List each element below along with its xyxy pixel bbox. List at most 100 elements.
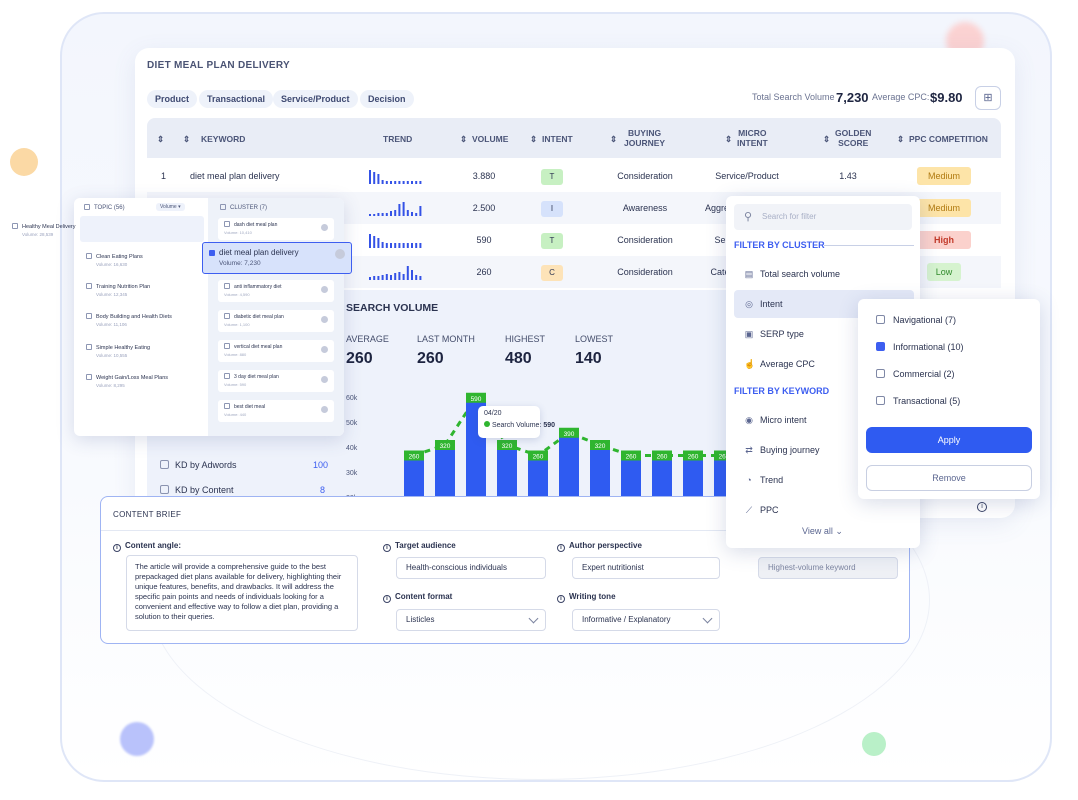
sort-icon[interactable]: ⇕ — [530, 134, 538, 144]
chart-bar[interactable] — [435, 442, 455, 500]
table-row[interactable]: 1 diet meal plan delivery 3.880 T Consid… — [147, 160, 1001, 192]
grid-view-button[interactable]: ⊞ — [975, 86, 1001, 110]
sort-icon[interactable]: ⇕ — [725, 134, 733, 144]
sparkline-bar — [419, 243, 422, 248]
tag-service-product[interactable]: Service/Product — [273, 90, 358, 108]
intent-option-informational[interactable]: Informational (10) — [876, 342, 964, 352]
checkbox[interactable] — [160, 460, 169, 469]
chart-bar[interactable] — [652, 452, 672, 501]
chart-bar[interactable] — [590, 442, 610, 500]
col-keyword[interactable]: KEYWORD — [201, 134, 246, 144]
view-all-link[interactable]: View all ⌄ — [802, 526, 843, 536]
col-golden-score[interactable]: GOLDEN SCORE — [835, 128, 872, 148]
table-row[interactable]: 590 T Consideration Se High — [147, 224, 1001, 256]
cluster-item[interactable]: 3 day diet meal plan Volume: 590 — [218, 370, 334, 392]
keyword-cell: diet meal plan delivery — [190, 171, 280, 181]
topic-item[interactable]: Body Building and Health Diets Volume: 11… — [86, 313, 196, 327]
tone-select[interactable]: Informative / Explanatory — [572, 609, 720, 631]
cluster-item[interactable]: dash diet meal plan Volume: 10,410 — [218, 218, 334, 240]
tag-decision[interactable]: Decision — [360, 90, 414, 108]
sort-icon[interactable]: ⇕ — [183, 134, 191, 144]
format-label: i Content format — [383, 592, 452, 603]
checkbox[interactable] — [876, 396, 885, 405]
sort-icon[interactable]: ⇕ — [823, 134, 831, 144]
filter-search-input[interactable]: ⚲ Search for filter — [734, 204, 912, 230]
chart-bar[interactable] — [497, 442, 517, 500]
kd-adwords-row[interactable]: KD by Adwords — [160, 460, 237, 470]
topic-item[interactable]: Training Nutrition Plan Volume: 12,345 — [86, 283, 196, 297]
cluster-item[interactable]: best diet meal Volume: 440 — [218, 400, 334, 422]
intent-option-commercial[interactable]: Commercial (2) — [876, 369, 955, 379]
total-search-volume-label: Total Search Volume — [752, 92, 835, 102]
sparkline-bar — [381, 180, 384, 184]
info-icon[interactable] — [321, 286, 328, 293]
filter-item-buying-journey[interactable]: ⇄ Buying journey — [734, 436, 914, 464]
cluster-item[interactable]: anti inflammatory diet Volume: 4,590 — [218, 280, 334, 302]
col-trend[interactable]: TREND — [383, 134, 413, 144]
filter-item-trend[interactable]: ◔ Trend — [734, 466, 914, 494]
chart-bar[interactable] — [559, 429, 579, 500]
info-icon[interactable] — [321, 346, 328, 353]
col-ppc-competition[interactable]: PPC COMPETITION — [909, 134, 988, 144]
extra-field[interactable]: Highest-volume keyword — [758, 557, 898, 579]
col-intent[interactable]: INTENT — [542, 134, 573, 144]
sort-icon[interactable]: ⇕ — [460, 134, 468, 144]
kd-content-row[interactable]: KD by Content — [160, 485, 234, 495]
cluster-item-selected[interactable]: diet meal plan delivery Volume: 7,230 — [202, 242, 352, 274]
filter-item-total-search-volume[interactable]: ▤ Total search volume — [734, 260, 914, 288]
col-micro-intent[interactable]: MICRO INTENT — [737, 128, 768, 148]
intent-option-transactional[interactable]: Transactional (5) — [876, 396, 960, 406]
angle-textarea[interactable]: The article will provide a comprehensive… — [126, 555, 358, 631]
brief-header — [101, 497, 909, 531]
sort-icon[interactable]: ⇕ — [157, 134, 165, 144]
sparkline-bar — [411, 243, 413, 248]
bar-label-bg — [435, 440, 455, 450]
info-icon[interactable] — [321, 316, 328, 323]
cluster-item[interactable]: vertical diet meal plan Volume: 880 — [218, 340, 334, 362]
topic-item[interactable]: Clean Eating Plans Volume: 16,630 — [86, 253, 196, 267]
intent-option-navigational[interactable]: Navigational (7) — [876, 315, 956, 325]
sparkline-bar — [381, 213, 384, 216]
decor-green-dot — [862, 732, 886, 756]
sort-dropdown[interactable]: Volume ▾ — [156, 203, 185, 211]
sparkline-bar — [402, 243, 405, 248]
perspective-field[interactable]: Expert nutritionist — [572, 557, 720, 579]
sparkline-bar — [373, 214, 376, 216]
info-icon[interactable] — [321, 224, 328, 231]
checkbox-checked[interactable] — [876, 342, 885, 351]
format-select[interactable]: Listicles — [396, 609, 546, 631]
filter-item-ppc[interactable]: ⟋ PPC — [734, 496, 914, 524]
chart-bar[interactable] — [621, 452, 641, 501]
audience-field[interactable]: Health-conscious individuals — [396, 557, 546, 579]
info-icon[interactable] — [321, 406, 328, 413]
info-icon[interactable]: i — [977, 502, 987, 512]
topic-item[interactable]: Weight Gain/Loss Meal Plans Volume: 8,295 — [86, 374, 196, 388]
info-icon[interactable] — [321, 376, 328, 383]
col-volume[interactable]: VOLUME — [472, 134, 509, 144]
chart-bar[interactable] — [528, 452, 548, 501]
filter-item-micro-intent[interactable]: ◉ Micro intent — [734, 406, 914, 434]
cluster-item[interactable]: diabetic diet meal plan Volume: 1,100 — [218, 310, 334, 332]
checkbox[interactable] — [160, 485, 169, 494]
topic-item[interactable]: Healthy Meal Delivery Volume: 28,539 — [12, 223, 122, 237]
filter-item-average-cpc[interactable]: ☝ Average CPC — [734, 350, 914, 378]
checkbox[interactable] — [876, 369, 885, 378]
info-icon[interactable] — [335, 249, 345, 259]
journey-cell: Consideration — [617, 171, 673, 181]
sparkline-bar — [385, 181, 388, 184]
bar-value-label: 320 — [595, 443, 606, 450]
tag-product[interactable]: Product — [147, 90, 198, 108]
chart-bar[interactable] — [683, 452, 703, 501]
filter-item-serp-type[interactable]: ▣ SERP type — [734, 320, 914, 348]
remove-button[interactable]: Remove — [866, 465, 1032, 491]
topic-item[interactable]: Simple Healthy Eating Volume: 10,555 — [86, 344, 196, 358]
apply-button[interactable]: Apply — [866, 427, 1032, 453]
sort-icon[interactable]: ⇕ — [610, 134, 618, 144]
info-icon: i — [557, 595, 565, 603]
golden-score-cell: 1.43 — [839, 171, 857, 181]
sort-icon[interactable]: ⇕ — [897, 134, 905, 144]
col-buying-journey[interactable]: BUYING JOURNEY — [624, 128, 666, 148]
checkbox[interactable] — [876, 315, 885, 324]
chart-bar[interactable] — [404, 452, 424, 501]
tag-transactional[interactable]: Transactional — [199, 90, 274, 108]
